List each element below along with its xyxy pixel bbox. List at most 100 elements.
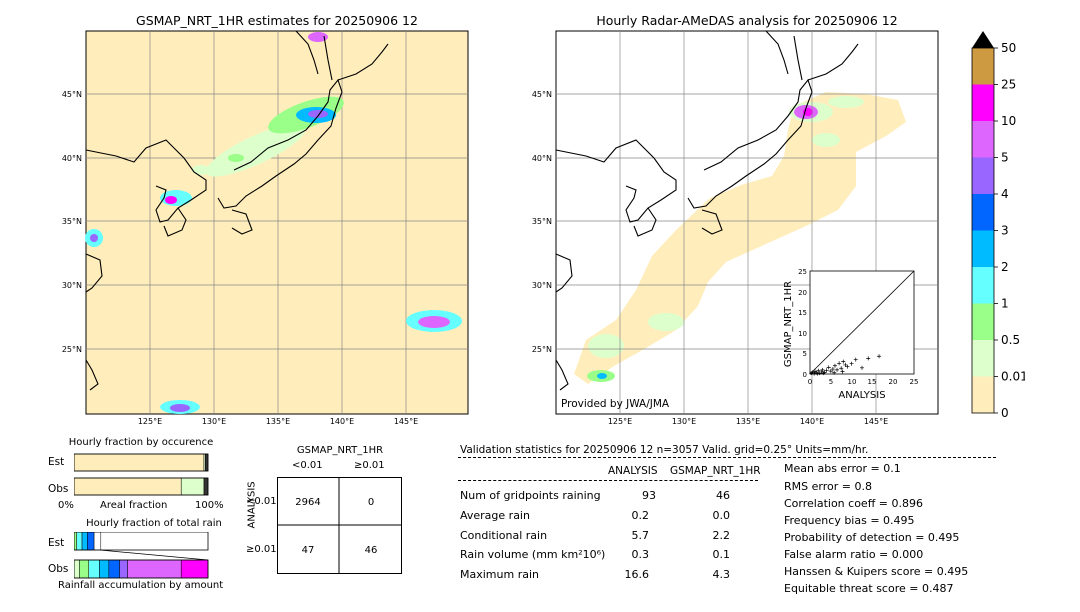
left-lon-145: 145°E xyxy=(394,417,418,426)
scatter-point xyxy=(849,361,854,366)
colorbar-label: 0.5 xyxy=(1001,333,1020,347)
colorbar-label: 25 xyxy=(1001,78,1016,92)
bar-outline xyxy=(74,559,209,579)
scatter-ytick: 0 xyxy=(803,371,807,379)
scatter-ytick: 20 xyxy=(798,289,807,297)
scatter-xlabel: ANALYSIS xyxy=(838,390,885,401)
row-gsmap: 4.3 xyxy=(712,568,731,581)
scatter-points xyxy=(809,354,882,376)
row-analysis: 0.3 xyxy=(631,548,650,561)
total-rain-footer: Rainfall accumulation by amount xyxy=(58,580,224,591)
total-rain-obs-label: Obs xyxy=(48,563,69,575)
colorbar-block xyxy=(972,230,994,267)
contingency-col-ge: ≥0.01 xyxy=(354,460,385,471)
scatter-ytick: 25 xyxy=(798,268,807,276)
contingency-cell: 46 xyxy=(365,545,378,556)
left-map-coastline xyxy=(85,30,389,391)
bar-segment xyxy=(93,532,102,551)
total-rain-title: Hourly fraction of total rain xyxy=(86,518,222,529)
colorbar: 50 25 10 5 4 3 2 1 0.5 0.01 0 xyxy=(971,31,1025,420)
score-line: Frequency bias = 0.495 xyxy=(784,514,915,527)
score-line: RMS error = 0.8 xyxy=(784,480,872,493)
score-line: Equitable threat score = 0.487 xyxy=(784,582,954,595)
left-lat-45: 45°N xyxy=(62,90,82,99)
colorbar-labels: 50 25 10 5 4 3 2 1 0.5 0.01 0 xyxy=(994,41,1025,420)
contingency-table: 2964 0 47 46 xyxy=(277,477,402,574)
colorbar-label: 0.01 xyxy=(1001,370,1025,384)
scatter-ytick: 5 xyxy=(803,350,807,358)
scatter-point xyxy=(839,366,844,371)
left-lat-40: 40°N xyxy=(62,154,82,163)
left-map-rain xyxy=(85,32,462,414)
bar-segment xyxy=(99,559,110,579)
row-analysis: 16.6 xyxy=(624,568,650,581)
row-analysis: 5.7 xyxy=(631,529,650,542)
colorbar-label: 50 xyxy=(1001,41,1016,55)
connector-line xyxy=(99,549,209,561)
colorbar-block xyxy=(972,267,994,304)
colorbar-block xyxy=(972,303,994,340)
scatter-point xyxy=(830,367,835,372)
scatter-point xyxy=(835,367,840,372)
right-lat-45: 45°N xyxy=(532,90,552,99)
bar-segment xyxy=(74,559,80,579)
validation-table-rule xyxy=(458,480,758,481)
colorbar-blocks xyxy=(971,47,995,414)
row-analysis: 93 xyxy=(642,489,656,502)
scatter-point xyxy=(816,368,821,373)
scatter-x-ticks: 0 5 10 15 20 25 xyxy=(808,378,919,386)
left-map-grid xyxy=(86,31,468,414)
contingency-header: GSMAP_NRT_1HR xyxy=(296,445,384,456)
contingency-row-lt: <0.01 xyxy=(246,496,277,507)
scatter-ytick: 15 xyxy=(798,309,807,317)
occurrence-axis-right: 100% xyxy=(195,500,224,511)
row-label: Maximum rain xyxy=(460,568,539,581)
scatter-point xyxy=(820,367,825,372)
scatter-point xyxy=(817,371,822,376)
score-line: False alarm ratio = 0.000 xyxy=(784,548,924,561)
row-gsmap: 0.1 xyxy=(712,548,731,561)
right-lon-135: 135°E xyxy=(736,417,760,426)
colorbar-label: 1 xyxy=(1001,297,1009,311)
bar-segment xyxy=(119,559,128,579)
bar-segment xyxy=(88,559,100,579)
occurrence-axis-mid: Areal fraction xyxy=(100,500,168,511)
left-lat-35: 35°N xyxy=(62,217,82,226)
right-lon-125: 125°E xyxy=(608,417,632,426)
scatter-point xyxy=(845,364,850,369)
right-lat-35: 35°N xyxy=(532,217,552,226)
row-analysis: 0.2 xyxy=(631,509,650,522)
scatter-diagonal xyxy=(809,270,915,375)
bar-segment xyxy=(108,559,120,579)
bar-segment xyxy=(205,453,209,472)
scatter-point xyxy=(837,361,842,366)
bar-segment xyxy=(87,532,95,551)
left-map-title: GSMAP_NRT_1HR estimates for 20250906 12 xyxy=(136,13,418,28)
row-label: Rain volume (mm km²10⁶) xyxy=(460,548,606,561)
total-rain-obs-bar xyxy=(74,559,209,579)
scatter-point xyxy=(824,368,829,373)
score-line: Mean abs error = 0.1 xyxy=(784,462,901,475)
colorbar-label: 10 xyxy=(1001,114,1016,128)
row-label: Average rain xyxy=(460,509,530,522)
contingency-row-ge: ≥0.01 xyxy=(246,544,277,555)
scatter-point xyxy=(860,365,864,370)
contingency-cell: 0 xyxy=(368,497,374,508)
data-credit: Provided by JWA/JMA xyxy=(561,398,670,410)
scatter-point xyxy=(821,371,826,376)
scatter-point xyxy=(832,363,837,368)
scatter-point xyxy=(843,362,848,367)
bar-segment xyxy=(203,477,209,496)
row-gsmap: 2.2 xyxy=(712,529,731,542)
row-label: Num of gridpoints raining xyxy=(460,489,601,502)
row-gsmap: 46 xyxy=(716,489,730,502)
left-lon-125: 125°E xyxy=(138,417,162,426)
colorbar-block xyxy=(972,340,994,377)
scatter-point xyxy=(853,357,858,362)
contingency-col-lt: <0.01 xyxy=(292,460,323,471)
validation-header-rule xyxy=(458,457,996,458)
colorbar-block xyxy=(972,48,994,85)
colorbar-extend-triangle xyxy=(972,31,994,48)
scatter-inset: 0 5 10 15 20 25 0 5 10 15 20 25 ANALYSIS… xyxy=(783,268,919,401)
scatter-ylabel: GSMAP_NRT_1HR xyxy=(783,281,794,367)
